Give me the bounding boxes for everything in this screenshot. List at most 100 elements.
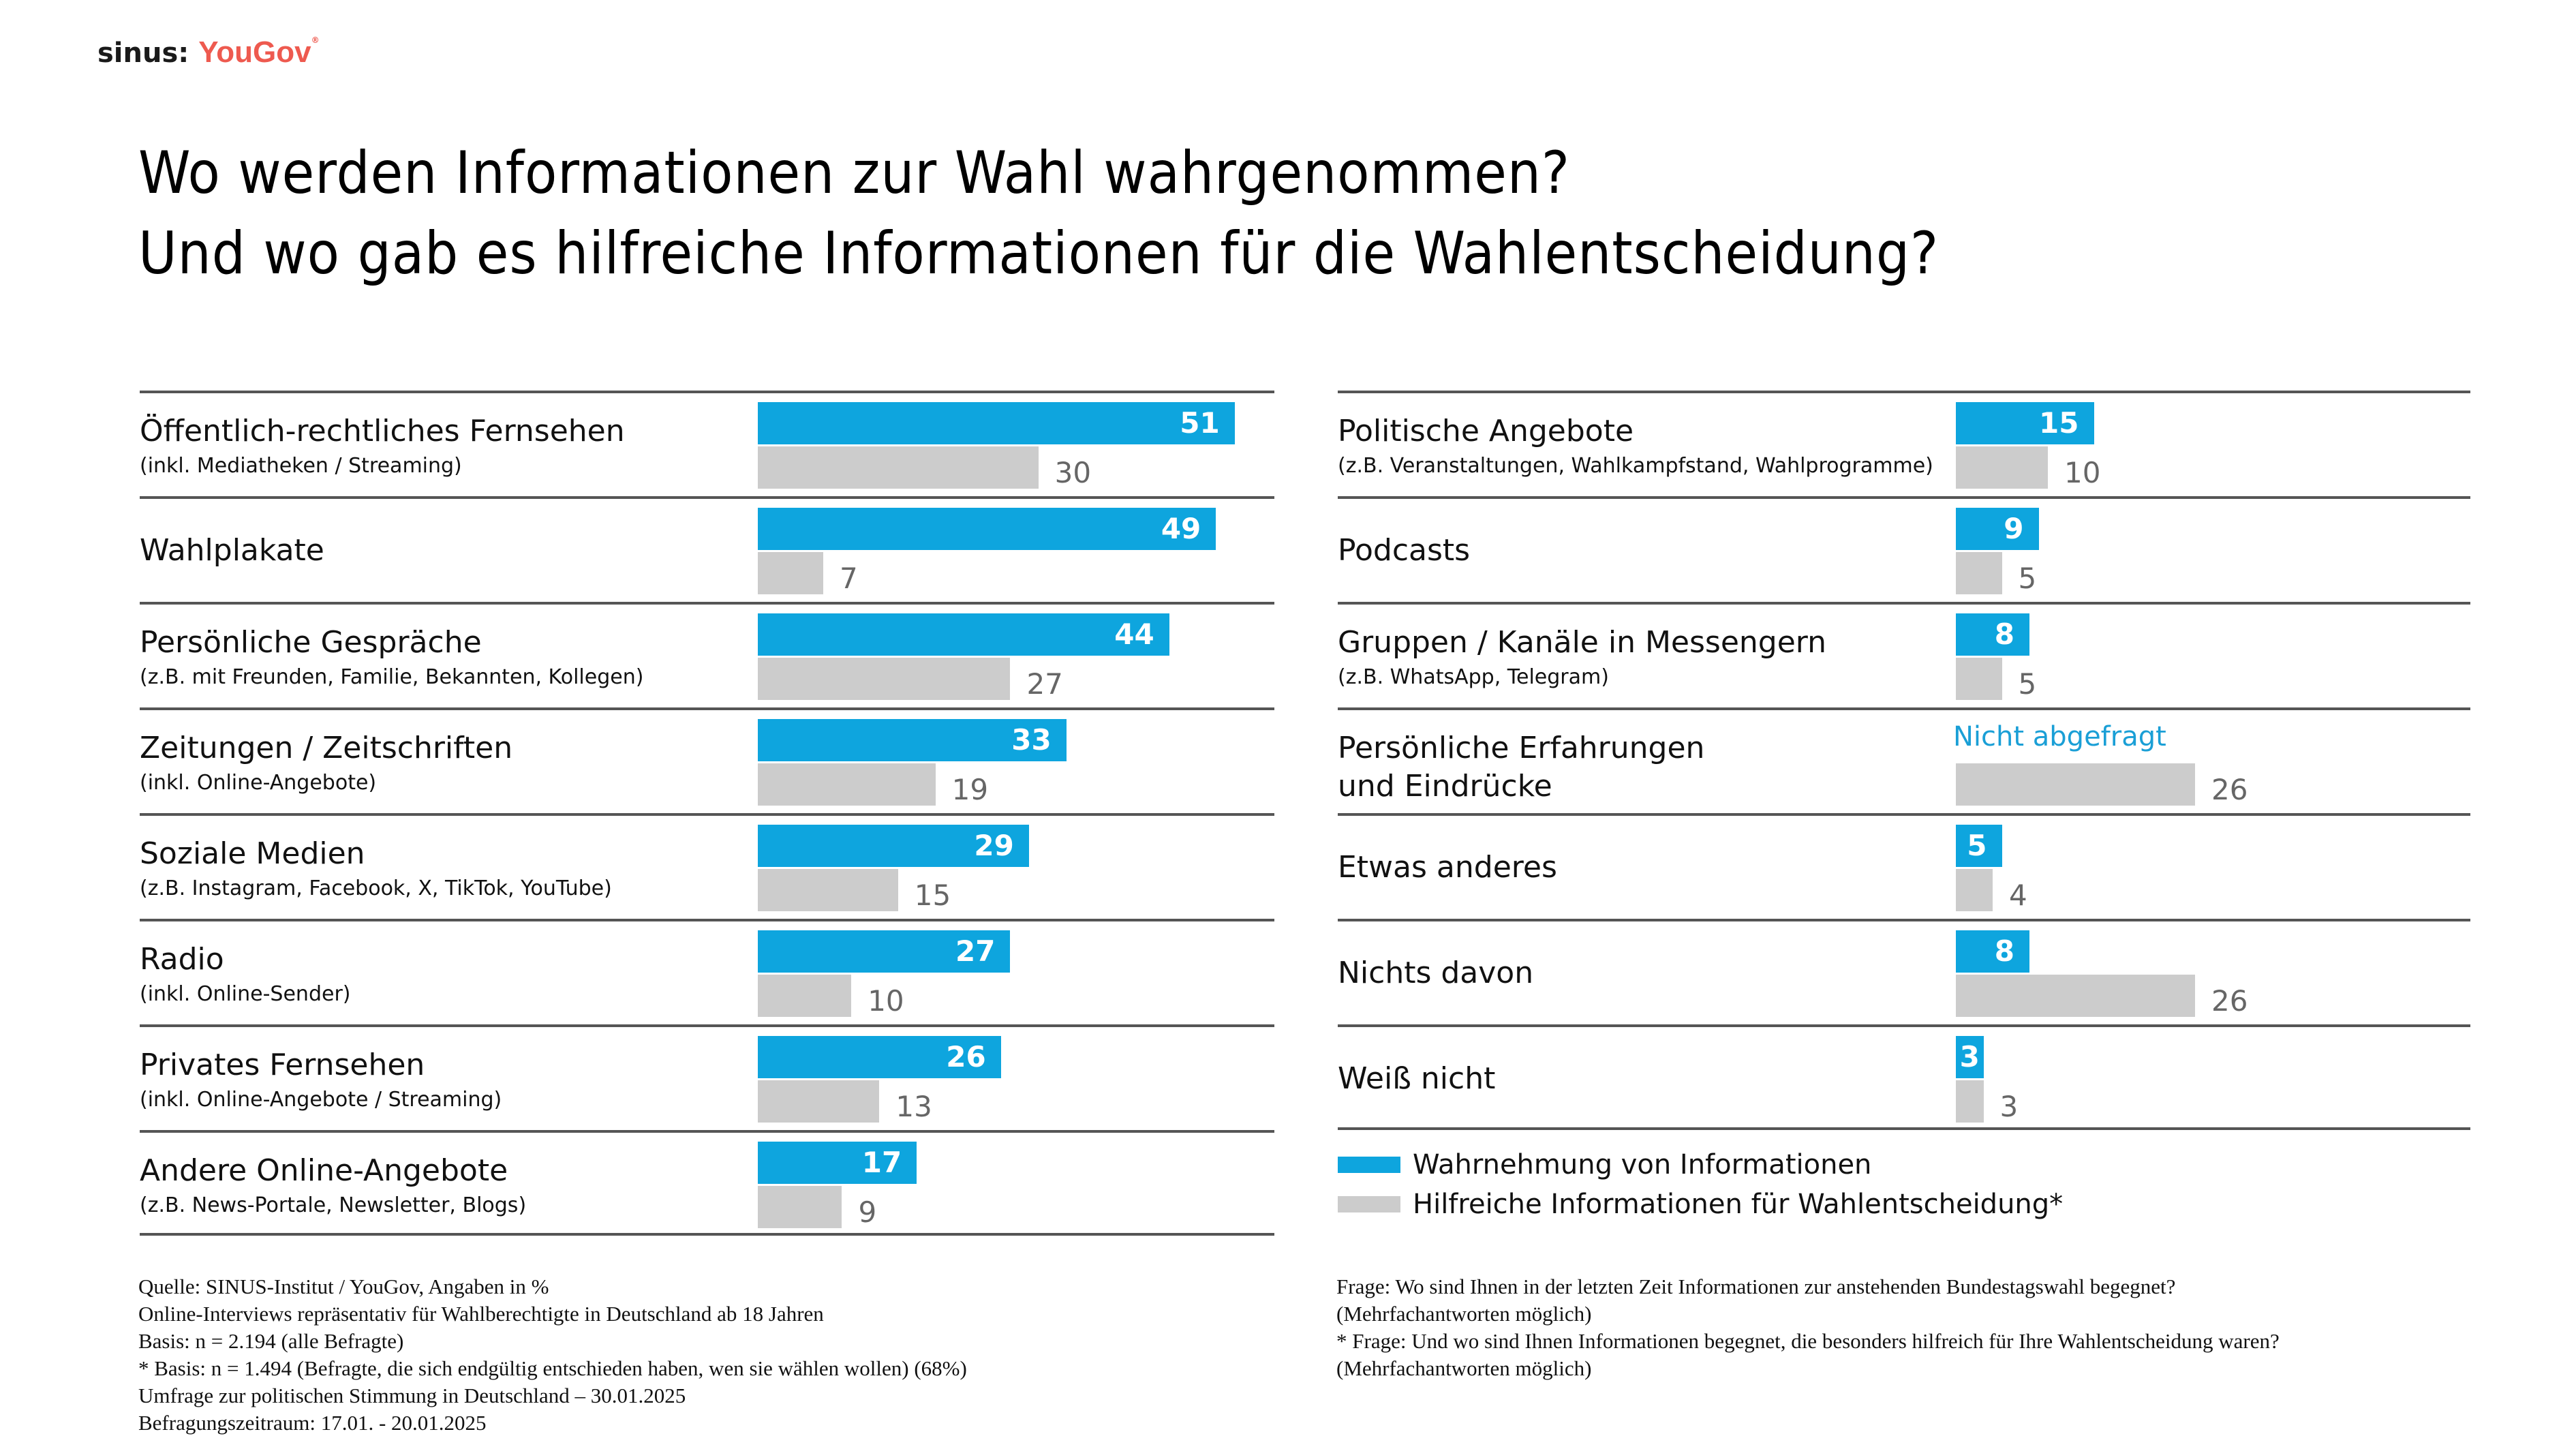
- legend-swatch-blue: [1338, 1157, 1400, 1173]
- category-title: Politische Angebote: [1338, 414, 1634, 448]
- note-line: Umfrage zur politischen Stimmung in Deut…: [138, 1384, 686, 1407]
- note-line: * Basis: n = 1.494 (Befragte, die sich e…: [138, 1356, 967, 1380]
- page-title: Wo werden Informationen zur Wahl wahrgen…: [138, 133, 1939, 294]
- legend-swatch-grey: [1338, 1196, 1400, 1212]
- category-title: Persönliche Gespräche: [140, 625, 482, 660]
- chart-right: Politische Angebote (z.B. Veranstaltungen…: [1338, 391, 2470, 1130]
- bar-perception: [758, 402, 1235, 444]
- bar-perception: [1956, 508, 2039, 550]
- bar-helpful: [1956, 658, 2002, 700]
- logo: sinus: YouGov®: [97, 35, 320, 70]
- category-label: Andere Online-Angebote (z.B. News-Portale…: [140, 1152, 526, 1221]
- bar-perception: [1956, 930, 2029, 973]
- category-title: Zeitungen / Zeitschriften: [140, 731, 513, 765]
- registered-icon: ®: [311, 35, 320, 45]
- value-label-helpful: 15: [914, 879, 951, 912]
- chart-row: Nichts davon 8 26: [1338, 919, 2470, 1024]
- category-title: Gruppen / Kanäle in Messengern: [1338, 625, 1826, 660]
- value-label-helpful: 3: [1999, 1090, 2019, 1123]
- category-label: Soziale Medien (z.B. Instagram, Facebook,…: [140, 835, 612, 904]
- chart-row: Wahlplakate 49 7: [140, 496, 1274, 602]
- note-line: Quelle: SINUS-Institut / YouGov, Angaben…: [138, 1275, 549, 1298]
- value-label-perception: 15: [2039, 406, 2079, 440]
- note-line: (Mehrfachantworten möglich): [1336, 1302, 1592, 1326]
- chart-row: Persönliche Gespräche (z.B. mit Freunden,…: [140, 602, 1274, 707]
- note-line: Online-Interviews repräsentativ für Wahl…: [138, 1302, 824, 1326]
- category-label: Radio (inkl. Online-Sender): [140, 941, 350, 1010]
- value-label-helpful: 19: [951, 773, 989, 806]
- note-line: Frage: Wo sind Ihnen in der letzten Zeit…: [1336, 1275, 2176, 1298]
- value-label-perception: 9: [2004, 512, 2024, 545]
- category-subtitle: (z.B. WhatsApp, Telegram): [1338, 665, 1609, 689]
- value-label-perception: 29: [974, 829, 1014, 862]
- category-title-line-2: und Eindrücke: [1338, 769, 1552, 804]
- bar-helpful: [1956, 975, 2195, 1017]
- chart-row: Öffentlich-rechtliches Fernsehen (inkl. M…: [140, 391, 1274, 496]
- bar-helpful: [1956, 446, 2048, 489]
- title-line-2: Und wo gab es hilfreiche Informationen f…: [138, 219, 1939, 288]
- bar-helpful: [758, 1186, 842, 1228]
- value-label-perception: 26: [946, 1040, 986, 1073]
- value-label-perception: 44: [1114, 617, 1154, 651]
- category-label: Politische Angebote (z.B. Veranstaltungen…: [1338, 412, 1933, 482]
- bar-perception: [1956, 825, 2002, 867]
- bar-helpful: [1956, 869, 1993, 911]
- bar-helpful: [758, 552, 824, 594]
- category-subtitle: (z.B. mit Freunden, Familie, Bekannten, …: [140, 665, 644, 689]
- chart-left: Öffentlich-rechtliches Fernsehen (inkl. M…: [140, 391, 1274, 1236]
- category-label: Weiß nicht: [1338, 1060, 1495, 1098]
- value-label-helpful: 5: [2018, 562, 2037, 595]
- note-line: * Frage: Und wo sind Ihnen Informationen…: [1336, 1329, 2280, 1353]
- category-title: Radio: [140, 942, 224, 977]
- category-label: Wahlplakate: [140, 532, 324, 570]
- category-title: Weiß nicht: [1338, 1061, 1496, 1096]
- value-label-perception: 49: [1161, 512, 1201, 545]
- value-label-helpful: 4: [2009, 879, 2027, 912]
- logo-yougov: YouGov: [198, 35, 311, 69]
- category-subtitle: (z.B. News-Portale, Newsletter, Blogs): [140, 1193, 527, 1217]
- category-label: Gruppen / Kanäle in Messengern (z.B. What…: [1338, 624, 1826, 693]
- chart-row: Zeitungen / Zeitschriften (inkl. Online-A…: [140, 707, 1274, 813]
- bar-helpful: [758, 869, 898, 911]
- category-label: Etwas anderes: [1338, 849, 1557, 887]
- category-title: Soziale Medien: [140, 836, 365, 871]
- category-title: Öffentlich-rechtliches Fernsehen: [140, 414, 625, 448]
- bar-perception: [1956, 613, 2029, 656]
- bar-helpful: [1956, 763, 2195, 806]
- chart-row: Gruppen / Kanäle in Messengern (z.B. What…: [1338, 602, 2470, 707]
- category-title: Andere Online-Angebote: [140, 1153, 508, 1188]
- legend-label: Wahrnehmung von Informationen: [1413, 1149, 1872, 1180]
- legend-item-perception: Wahrnehmung von Informationen: [1338, 1145, 2063, 1185]
- bar-perception: [758, 930, 1011, 973]
- chart-row: Radio (inkl. Online-Sender) 27 10: [140, 919, 1274, 1024]
- bar-perception: [758, 825, 1029, 867]
- bar-perception: [1956, 402, 2094, 444]
- value-label-perception: 17: [861, 1146, 902, 1179]
- value-label-perception: 3: [1959, 1040, 1980, 1073]
- legend-label: Hilfreiche Informationen für Wahlentsche…: [1413, 1189, 2064, 1220]
- category-title: Podcasts: [1338, 533, 1471, 568]
- value-label-helpful: 5: [2018, 667, 2037, 701]
- chart-row: Weiß nicht 3 3: [1338, 1024, 2470, 1130]
- chart-row: Soziale Medien (z.B. Instagram, Facebook,…: [140, 813, 1274, 919]
- bar-perception: [758, 508, 1216, 550]
- category-subtitle: (inkl. Online-Sender): [140, 982, 351, 1006]
- category-title: Persönliche Erfahrungen: [1338, 731, 1705, 765]
- bar-perception: [758, 613, 1169, 656]
- chart-row: Etwas anderes 5 4: [1338, 813, 2470, 919]
- chart-row: Persönliche Erfahrungen und Eindrücke Nich…: [1338, 707, 2470, 813]
- value-label-helpful: 10: [868, 984, 904, 1018]
- bar-helpful: [758, 1080, 880, 1123]
- question-notes: Frage: Wo sind Ihnen in der letzten Zeit…: [1336, 1273, 2280, 1382]
- category-label: Persönliche Gespräche (z.B. mit Freunden,…: [140, 624, 643, 693]
- note-line: (Mehrfachantworten möglich): [1336, 1356, 1592, 1380]
- category-title: Privates Fernsehen: [140, 1048, 425, 1082]
- value-label-helpful: 27: [1026, 667, 1063, 701]
- value-label-helpful: 26: [2211, 773, 2248, 806]
- category-title: Wahlplakate: [140, 533, 324, 568]
- logo-sinus: sinus:: [97, 37, 189, 69]
- category-label: Persönliche Erfahrungen und Eindrücke: [1338, 729, 1704, 806]
- value-label-perception: 33: [1011, 723, 1052, 757]
- title-line-1: Wo werden Informationen zur Wahl wahrgen…: [138, 139, 1570, 207]
- chart-row: Privates Fernsehen (inkl. Online-Angebote…: [140, 1024, 1274, 1130]
